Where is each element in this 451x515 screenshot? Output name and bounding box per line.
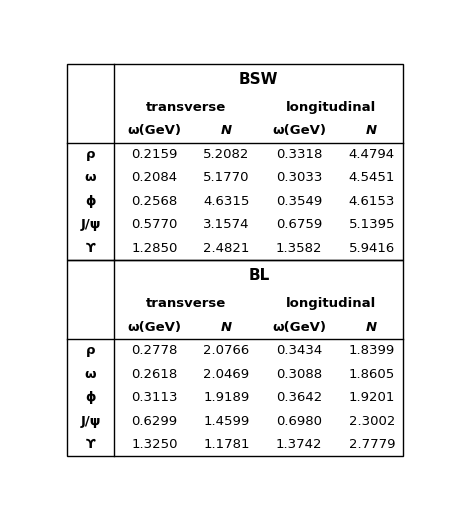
Text: 1.8605: 1.8605 [348, 368, 394, 381]
Text: N: N [221, 124, 231, 138]
Text: 0.6759: 0.6759 [276, 218, 322, 231]
Text: 5.1395: 5.1395 [348, 218, 394, 231]
Text: 4.5451: 4.5451 [348, 171, 394, 184]
Text: 0.2159: 0.2159 [131, 148, 177, 161]
Text: 0.2778: 0.2778 [131, 344, 177, 357]
Text: 4.4794: 4.4794 [348, 148, 394, 161]
Text: N: N [365, 320, 377, 334]
Text: 4.6315: 4.6315 [203, 195, 249, 208]
Text: 0.6299: 0.6299 [131, 415, 177, 427]
Text: longitudinal: longitudinal [285, 101, 375, 114]
Text: ω: ω [85, 171, 96, 184]
Text: 0.2568: 0.2568 [131, 195, 177, 208]
Text: 2.0766: 2.0766 [203, 344, 249, 357]
Text: 1.8399: 1.8399 [348, 344, 394, 357]
Text: 0.6980: 0.6980 [276, 415, 322, 427]
Text: 3.1574: 3.1574 [202, 218, 249, 231]
Text: ω: ω [85, 368, 96, 381]
Text: ω(GeV): ω(GeV) [272, 124, 325, 138]
Text: 5.2082: 5.2082 [203, 148, 249, 161]
Text: 2.7779: 2.7779 [348, 438, 394, 451]
Text: 2.0469: 2.0469 [203, 368, 249, 381]
Text: 0.3113: 0.3113 [131, 391, 177, 404]
Text: 0.3434: 0.3434 [276, 344, 322, 357]
Text: 5.1770: 5.1770 [202, 171, 249, 184]
Text: 1.9201: 1.9201 [348, 391, 394, 404]
Text: ω(GeV): ω(GeV) [272, 320, 325, 334]
Text: 1.4599: 1.4599 [203, 415, 249, 427]
Text: 2.3002: 2.3002 [348, 415, 394, 427]
Text: 0.3318: 0.3318 [275, 148, 322, 161]
Text: transverse: transverse [146, 101, 226, 114]
Bar [67, 260, 402, 456]
Text: transverse: transverse [146, 297, 226, 310]
Text: N: N [221, 320, 231, 334]
Text: ω(GeV): ω(GeV) [127, 124, 181, 138]
Text: ϕ: ϕ [85, 195, 96, 208]
Text: ϕ: ϕ [85, 391, 96, 404]
Text: 1.3582: 1.3582 [275, 242, 322, 255]
Text: ϒ: ϒ [86, 438, 95, 451]
Text: 4.6153: 4.6153 [348, 195, 394, 208]
Text: 1.1781: 1.1781 [202, 438, 249, 451]
Text: ρ: ρ [86, 148, 95, 161]
Text: 0.2618: 0.2618 [131, 368, 177, 381]
Text: 1.2850: 1.2850 [131, 242, 177, 255]
Text: J/ψ: J/ψ [80, 415, 101, 427]
Text: 0.3088: 0.3088 [276, 368, 322, 381]
Text: 2.4821: 2.4821 [203, 242, 249, 255]
Text: 0.3033: 0.3033 [275, 171, 322, 184]
Bar [67, 64, 402, 260]
Text: 1.3742: 1.3742 [275, 438, 322, 451]
Text: 0.2084: 0.2084 [131, 171, 177, 184]
Text: longitudinal: longitudinal [285, 297, 375, 310]
Text: BSW: BSW [239, 72, 278, 87]
Text: 0.3549: 0.3549 [276, 195, 322, 208]
Text: 0.5770: 0.5770 [131, 218, 177, 231]
Text: ϒ: ϒ [86, 242, 95, 255]
Text: BL: BL [248, 268, 269, 283]
Text: ω(GeV): ω(GeV) [127, 320, 181, 334]
Text: J/ψ: J/ψ [80, 218, 101, 231]
Text: 1.9189: 1.9189 [203, 391, 249, 404]
Text: 5.9416: 5.9416 [348, 242, 394, 255]
Text: ρ: ρ [86, 344, 95, 357]
Text: 0.3642: 0.3642 [276, 391, 322, 404]
Text: 1.3250: 1.3250 [131, 438, 177, 451]
Text: N: N [365, 124, 377, 138]
